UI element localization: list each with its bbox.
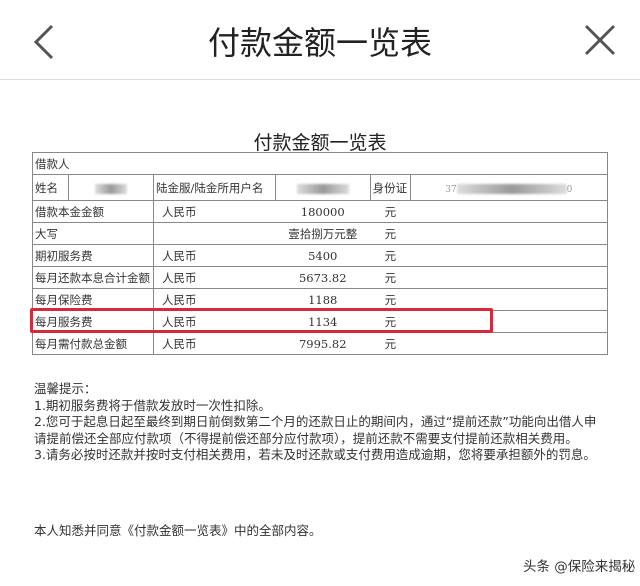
row-value: 7995.82 — [275, 332, 371, 355]
row-currency: 人民币 — [152, 200, 276, 223]
table-row: 每月需付款总金额 人民币 7995.82 元 — [32, 332, 609, 355]
row-label: 借款本金金额 — [32, 200, 154, 223]
row-unit: 元 — [370, 222, 411, 245]
row-label: 期初服务费 — [32, 244, 154, 267]
document-title: 付款金额一览表 — [253, 132, 387, 154]
row-currency: 人民币 — [152, 266, 276, 289]
table-row: 每月还款本息合计金额 人民币 5673.82 元 — [32, 266, 609, 289]
row-label: 每月需付款总金额 — [32, 332, 154, 355]
borrower-label: 借款人 — [32, 152, 608, 175]
id-value-redacted: 37 0 — [409, 174, 609, 201]
chevron-left-icon[interactable] — [28, 22, 62, 62]
row-value: 壹拾捌万元整 — [275, 222, 371, 245]
row-value: 5400 — [275, 244, 371, 267]
agreement-text: 本人知悉并同意《付款金额一览表》中的全部内容。 — [34, 523, 322, 538]
row-value: 5673.82 — [275, 266, 371, 289]
note-2: 2.您可于起息日起至最终到期日前倒数第二个月的还款日止的期间内，通过“提前还款”… — [34, 414, 597, 446]
row-value: 180000 — [275, 200, 371, 223]
row-unit: 元 — [370, 266, 411, 289]
row-currency — [152, 222, 276, 245]
row-currency: 人民币 — [152, 332, 276, 355]
row-label: 每月还款本息合计金额 — [32, 266, 154, 289]
notes: 温馨提示： 1.期初服务费将于借款发放时一次性扣除。 2.您可于起息日起至最终到… — [34, 381, 606, 464]
notes-title: 温馨提示： — [34, 381, 97, 396]
highlight-box — [30, 308, 493, 333]
row-unit: 元 — [370, 200, 411, 223]
row-unit: 元 — [370, 332, 411, 355]
table-row: 期初服务费 人民币 5400 元 — [32, 244, 609, 267]
row-currency: 人民币 — [152, 244, 276, 267]
table-row: 大写 壹拾捌万元整 元 — [32, 222, 609, 245]
row-currency: 人民币 — [152, 310, 276, 333]
username-value-redacted — [274, 174, 371, 201]
name-value-redacted — [67, 174, 154, 201]
header: 付款金额一览表 — [0, 0, 640, 80]
close-icon[interactable] — [582, 22, 618, 58]
page-title: 付款金额一览表 — [207, 24, 432, 62]
username-label: 陆金服/陆金所用户名 — [152, 174, 276, 201]
id-label: 身份证 — [369, 174, 411, 201]
watermark: 头条 @保险来揭秘 — [523, 559, 636, 575]
row-unit: 元 — [370, 244, 411, 267]
note-1: 1.期初服务费将于借款发放时一次性扣除。 — [34, 397, 271, 413]
name-label: 姓名 — [32, 174, 69, 201]
note-3: 3.请务必按时还款并按时支付相关费用，若未及时还款或支付费用造成逾期，您将要承担… — [34, 447, 596, 462]
table-row: 借款本金金额 人民币 180000 元 — [32, 200, 609, 223]
row-label: 大写 — [32, 222, 154, 245]
